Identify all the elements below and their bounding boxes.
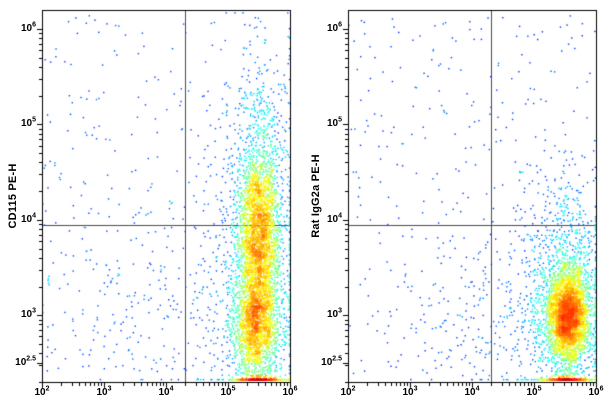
y-tick-label-1e6: 106 [20,21,36,34]
y-tick-label-1e3: 103 [326,307,342,320]
y-tick-label-1e4: 104 [326,212,342,225]
y-tick-label-1e3: 103 [20,307,36,320]
x-tick-label-1e2: 102 [34,385,50,398]
y-tick-label-1e6: 106 [326,21,342,34]
y-tick-label-1e2_5: 102.5 [321,355,342,368]
y-tick-label-1e5: 105 [326,116,342,129]
x-tick-label-1e6: 106 [588,385,604,398]
y-tick-label-1e5: 105 [20,116,36,129]
igg2a-scatter-canvas [304,0,608,417]
cd115-scatter-canvas [0,0,304,417]
igg2a-plot-panel: Rat IgG2a PE-H 106 105 104 103 102.5 102… [304,0,608,417]
x-tick-label-1e3: 103 [96,385,112,398]
x-tick-label-1e2: 102 [340,385,356,398]
cd115-plot-panel: CD115 PE-H 106 105 104 103 102.5 102 103… [0,0,304,417]
x-tick-label-1e3: 103 [402,385,418,398]
x-tick-label-1e6: 106 [282,385,298,398]
x-tick-label-1e4: 104 [464,385,480,398]
y-tick-label-1e4: 104 [20,212,36,225]
x-tick-label-1e5: 105 [220,385,236,398]
x-tick-label-1e4: 104 [158,385,174,398]
y-tick-label-1e2_5: 102.5 [15,355,36,368]
x-tick-label-1e5: 105 [526,385,542,398]
